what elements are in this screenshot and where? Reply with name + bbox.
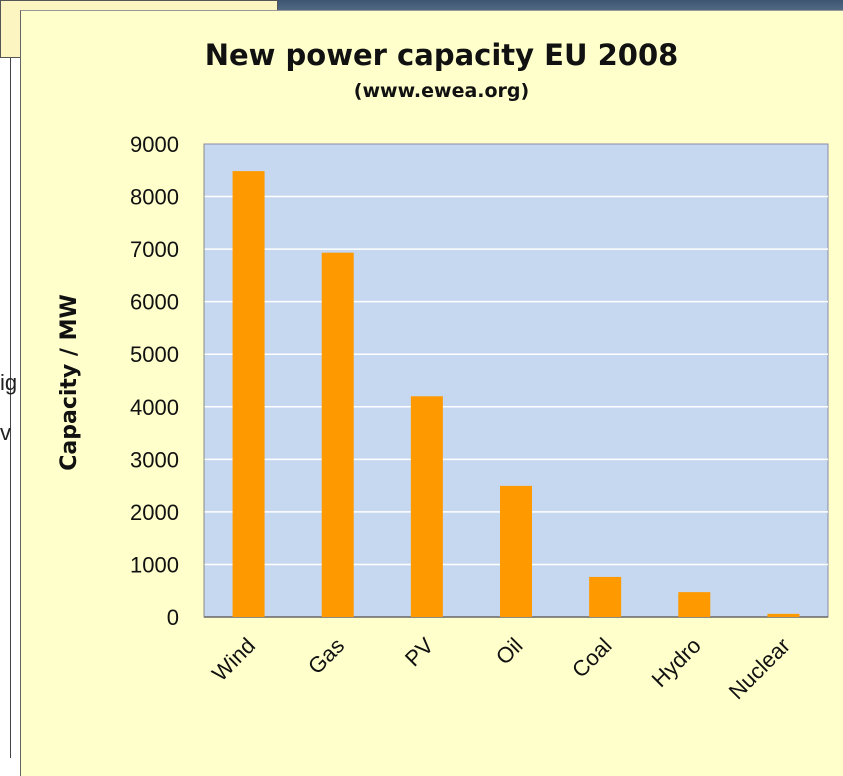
- y-axis-label: Capacity / MW: [57, 294, 82, 471]
- x-tick-label: Wind: [207, 633, 260, 686]
- y-tick-label: 3000: [130, 447, 179, 472]
- y-tick-label: 4000: [130, 395, 179, 420]
- y-tick-label: 2000: [130, 500, 179, 525]
- y-tick-label: 9000: [130, 132, 179, 157]
- bar-coal: [589, 577, 621, 617]
- y-tick-label: 1000: [130, 552, 179, 577]
- y-tick-label: 6000: [130, 290, 179, 315]
- y-tick-label: 5000: [130, 342, 179, 367]
- x-tick-label: Hydro: [647, 633, 706, 692]
- bar-oil: [500, 486, 532, 617]
- bar-hydro: [678, 592, 710, 617]
- bar-nuclear: [767, 614, 799, 617]
- x-tick-label: Nuclear: [724, 633, 795, 704]
- x-tick-label: Gas: [303, 633, 349, 679]
- bar-gas: [322, 253, 354, 617]
- x-tick-label: PV: [400, 633, 439, 672]
- x-tick-label: Coal: [567, 633, 617, 683]
- x-tick-label: Oil: [491, 633, 528, 670]
- y-tick-label: 7000: [130, 237, 179, 262]
- bar-pv: [411, 396, 443, 617]
- y-tick-label: 0: [167, 605, 179, 630]
- y-tick-label: 8000: [130, 185, 179, 210]
- bar-wind: [233, 171, 265, 617]
